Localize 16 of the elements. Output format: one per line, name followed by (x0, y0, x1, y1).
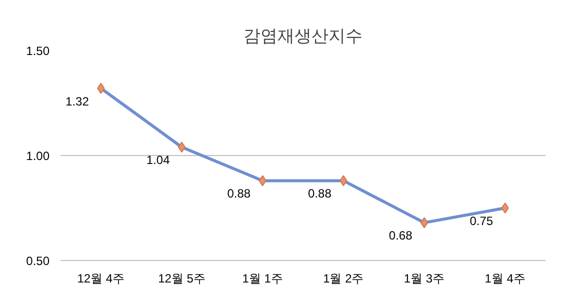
chart-title: 감염재생산지수 (244, 26, 362, 46)
data-label: 1.04 (146, 153, 170, 168)
y-tick-label: 1.00 (26, 149, 50, 163)
y-tick-label: 1.50 (26, 44, 50, 58)
x-tick-label: 1월 3주 (404, 272, 445, 286)
data-label: 1.32 (66, 94, 90, 108)
x-tick-label: 1월 4주 (484, 272, 526, 286)
data-label: 0.68 (388, 228, 413, 243)
data-label: 0.75 (470, 214, 494, 228)
data-label: 0.88 (227, 186, 251, 201)
x-tick-label: 1월 2주 (323, 272, 364, 286)
x-tick-label: 12월 4주 (77, 272, 125, 286)
data-label: 0.88 (308, 186, 332, 201)
y-tick-label: 0.50 (26, 254, 50, 268)
x-tick-label: 12월 5주 (158, 272, 206, 286)
x-tick-label: 1월 1주 (242, 272, 283, 286)
